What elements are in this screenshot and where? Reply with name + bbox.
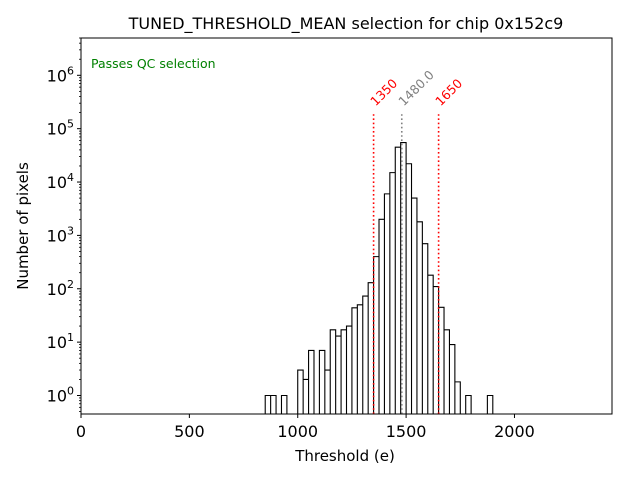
y-tick-label-0: 100 [47,384,74,405]
y-axis-label: Number of pixels [14,162,32,290]
chart-title: TUNED_THRESHOLD_MEAN selection for chip … [128,14,564,34]
y-tick-label-1: 101 [47,331,74,352]
x-tick-label-2000: 2000 [494,422,535,441]
y-tick-label-3: 103 [47,224,74,245]
y-tick-label-4: 104 [47,171,74,192]
y-tick-label-2: 102 [47,278,74,299]
qc-annotation: Passes QC selection [91,56,216,71]
plot-frame [80,37,613,415]
x-axis-label: Threshold (e) [294,447,395,465]
y-axis: 100 101 102 103 104 105 106 [47,37,81,412]
y-tick-label-5: 105 [47,118,74,139]
x-axis: 0 500 1000 1500 2000 [76,414,535,441]
x-tick-label-0: 0 [76,422,86,441]
x-tick-label-1000: 1000 [277,422,318,441]
x-tick-label-500: 500 [174,422,205,441]
x-tick-label-1500: 1500 [386,422,427,441]
y-tick-label-6: 106 [47,64,74,85]
